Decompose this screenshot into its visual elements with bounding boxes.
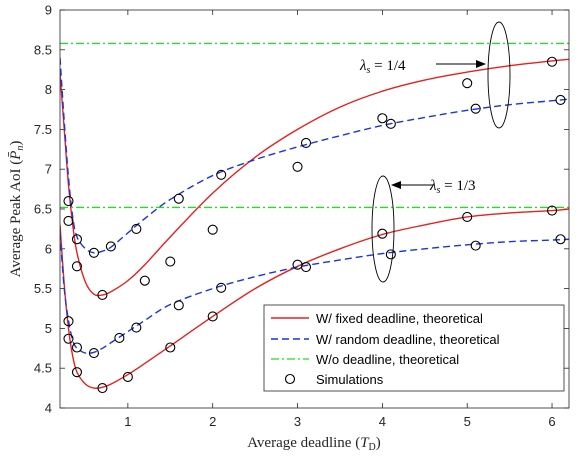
simulation-point [385, 249, 396, 260]
simulation-point [131, 223, 142, 234]
plot-frame [59, 9, 570, 409]
legend-label-fixed: W/ fixed deadline, theoretical [316, 311, 483, 326]
series-line-3 [60, 208, 569, 389]
simulation-point [139, 275, 150, 286]
simulation-point [385, 118, 396, 129]
simulation-point [71, 261, 83, 272]
legend-item-simulations: Simulations [284, 372, 384, 387]
simulation-point [63, 195, 74, 207]
simulation-point [105, 241, 116, 252]
simulation-point [173, 193, 184, 204]
simulation-point [216, 282, 227, 293]
legend-item-no-deadline: W/o deadline, theoretical [271, 352, 459, 367]
simulation-point [470, 240, 481, 251]
simulation-point [71, 234, 83, 245]
simulation-point [63, 316, 74, 327]
simulation-point [88, 247, 99, 258]
y-axis-title: Average Peak AoI (P̄n) [8, 141, 26, 278]
y-tick-label: 6 [45, 241, 52, 256]
simulation-point [555, 94, 566, 105]
annotation-label-lower: λs = 1/3 [429, 178, 476, 196]
x-tick-label: 3 [294, 414, 301, 429]
simulation-point [377, 113, 388, 124]
simulation-point [173, 300, 184, 311]
y-tick-label: 6.5 [34, 202, 52, 217]
simulation-point [546, 56, 558, 67]
series-line-4 [60, 232, 569, 355]
simulation-point [165, 256, 176, 267]
legend-label-no-deadline: W/o deadline, theoretical [316, 352, 459, 367]
simulation-point [377, 228, 388, 239]
y-tick-label: 8.5 [34, 42, 52, 57]
simulation-point [300, 137, 312, 148]
y-tick-label: 9 [45, 3, 52, 18]
x-tick-label: 1 [124, 414, 131, 429]
simulation-point [131, 322, 142, 333]
x-tick-label: 6 [548, 414, 555, 429]
legend-item-fixed: W/ fixed deadline, theoretical [271, 311, 483, 326]
annotation-label-upper: λs = 1/4 [359, 58, 406, 76]
simulation-point [88, 348, 99, 359]
annotation-ellipse-upper [487, 21, 511, 129]
simulation-point [462, 211, 473, 223]
simulation-point [292, 259, 303, 270]
x-tick-label: 2 [209, 414, 216, 429]
x-tick-labels: 1 2 3 4 5 6 [124, 414, 555, 429]
annotation-ellipse-lower [371, 175, 395, 283]
y-tick-label: 4 [45, 401, 52, 416]
simulation-point [122, 371, 133, 383]
simulation-point [71, 342, 83, 353]
legend: W/ fixed deadline, theoretical W/ random… [263, 304, 565, 392]
series-line-1 [60, 57, 569, 254]
simulation-point [71, 367, 83, 378]
x-tick-label: 4 [379, 414, 386, 429]
legend-item-random: W/ random deadline, theoretical [271, 332, 500, 347]
simulation-point [555, 234, 566, 245]
y-tick-label: 4.5 [34, 361, 52, 376]
simulation-point [216, 169, 227, 180]
simulation-point [97, 289, 108, 301]
legend-label-random: W/ random deadline, theoretical [316, 332, 500, 347]
axis-ticks [60, 9, 569, 409]
simulation-point [114, 332, 125, 344]
legend-box [263, 304, 565, 392]
simulation-point [97, 383, 108, 394]
series-layer [60, 42, 569, 389]
simulation-point [292, 161, 303, 172]
y-tick-label: 8 [45, 82, 52, 97]
simulation-point [462, 78, 473, 89]
y-tick-label: 7 [45, 162, 52, 177]
y-tick-label: 5.5 [34, 281, 52, 296]
y-tick-label: 7.5 [34, 122, 52, 137]
simulation-point [207, 224, 218, 235]
simulation-point [546, 205, 558, 216]
legend-label-simulations: Simulations [316, 372, 384, 387]
simulation-point [63, 333, 74, 344]
simulation-markers [63, 56, 566, 394]
x-tick-label: 5 [464, 414, 471, 429]
x-axis-title: Average deadline (TD) [247, 435, 381, 453]
series-line-0 [60, 58, 569, 297]
simulation-point [207, 311, 218, 322]
legend-swatch-simulations [284, 373, 296, 385]
y-tick-label: 5 [45, 321, 52, 336]
y-tick-labels: 4 4.5 5 5.5 6 6.5 7 7.5 8 8.5 9 [34, 3, 52, 416]
simulation-point [165, 342, 176, 353]
simulation-point [63, 215, 74, 226]
simulation-point [470, 103, 481, 114]
